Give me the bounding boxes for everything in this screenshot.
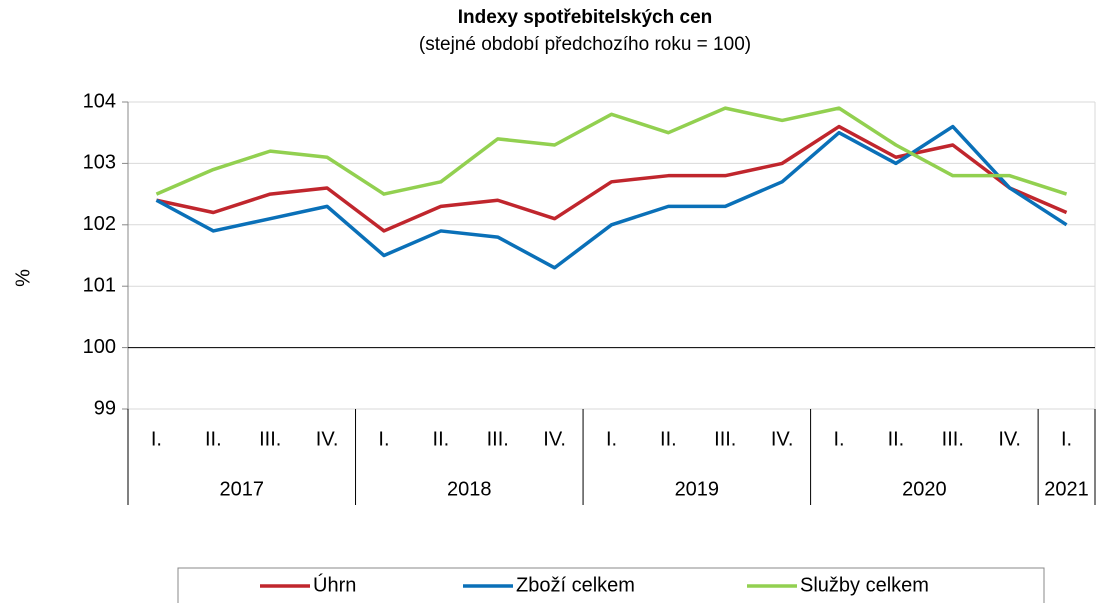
x-tick-label: II. <box>660 428 677 450</box>
chart-subtitle: (stejné období předchozího roku = 100) <box>419 34 751 55</box>
x-tick-label: IV. <box>771 428 794 450</box>
x-tick-label: II. <box>888 428 905 450</box>
x-tick-label: I. <box>606 428 617 450</box>
x-tick-label: IV. <box>543 428 566 450</box>
legend-label: Služby celkem <box>800 574 929 596</box>
group-label: 2021 <box>1044 478 1089 500</box>
y-tick-label: 99 <box>94 397 116 419</box>
x-tick-label: I. <box>1061 428 1072 450</box>
y-tick-label: 104 <box>83 90 116 112</box>
x-tick-label: III. <box>714 428 736 450</box>
x-tick-label: I. <box>151 428 162 450</box>
group-label: 2020 <box>902 478 947 500</box>
x-tick-label: IV. <box>998 428 1021 450</box>
y-axis-label: % <box>12 269 34 287</box>
x-tick-label: II. <box>205 428 222 450</box>
group-label: 2018 <box>447 478 492 500</box>
group-label: 2019 <box>675 478 720 500</box>
x-tick-label: II. <box>433 428 450 450</box>
legend-box <box>177 567 1045 603</box>
x-tick-label: III. <box>942 428 964 450</box>
y-tick-label: 101 <box>83 274 116 296</box>
legend-label: Zboží celkem <box>516 574 635 596</box>
x-tick-label: IV. <box>316 428 339 450</box>
x-tick-label: III. <box>259 428 281 450</box>
legend-label: Úhrn <box>313 573 356 596</box>
x-tick-label: III. <box>487 428 509 450</box>
y-tick-label: 100 <box>83 336 116 358</box>
y-tick-label: 103 <box>83 152 116 174</box>
series-line <box>155 124 1068 270</box>
y-tick-label: 102 <box>83 213 116 235</box>
series-line <box>155 106 1068 196</box>
x-tick-label: I. <box>833 428 844 450</box>
chart-title: Indexy spotřebitelských cen <box>458 7 713 28</box>
x-tick-label: I. <box>378 428 389 450</box>
group-label: 2017 <box>220 478 265 500</box>
